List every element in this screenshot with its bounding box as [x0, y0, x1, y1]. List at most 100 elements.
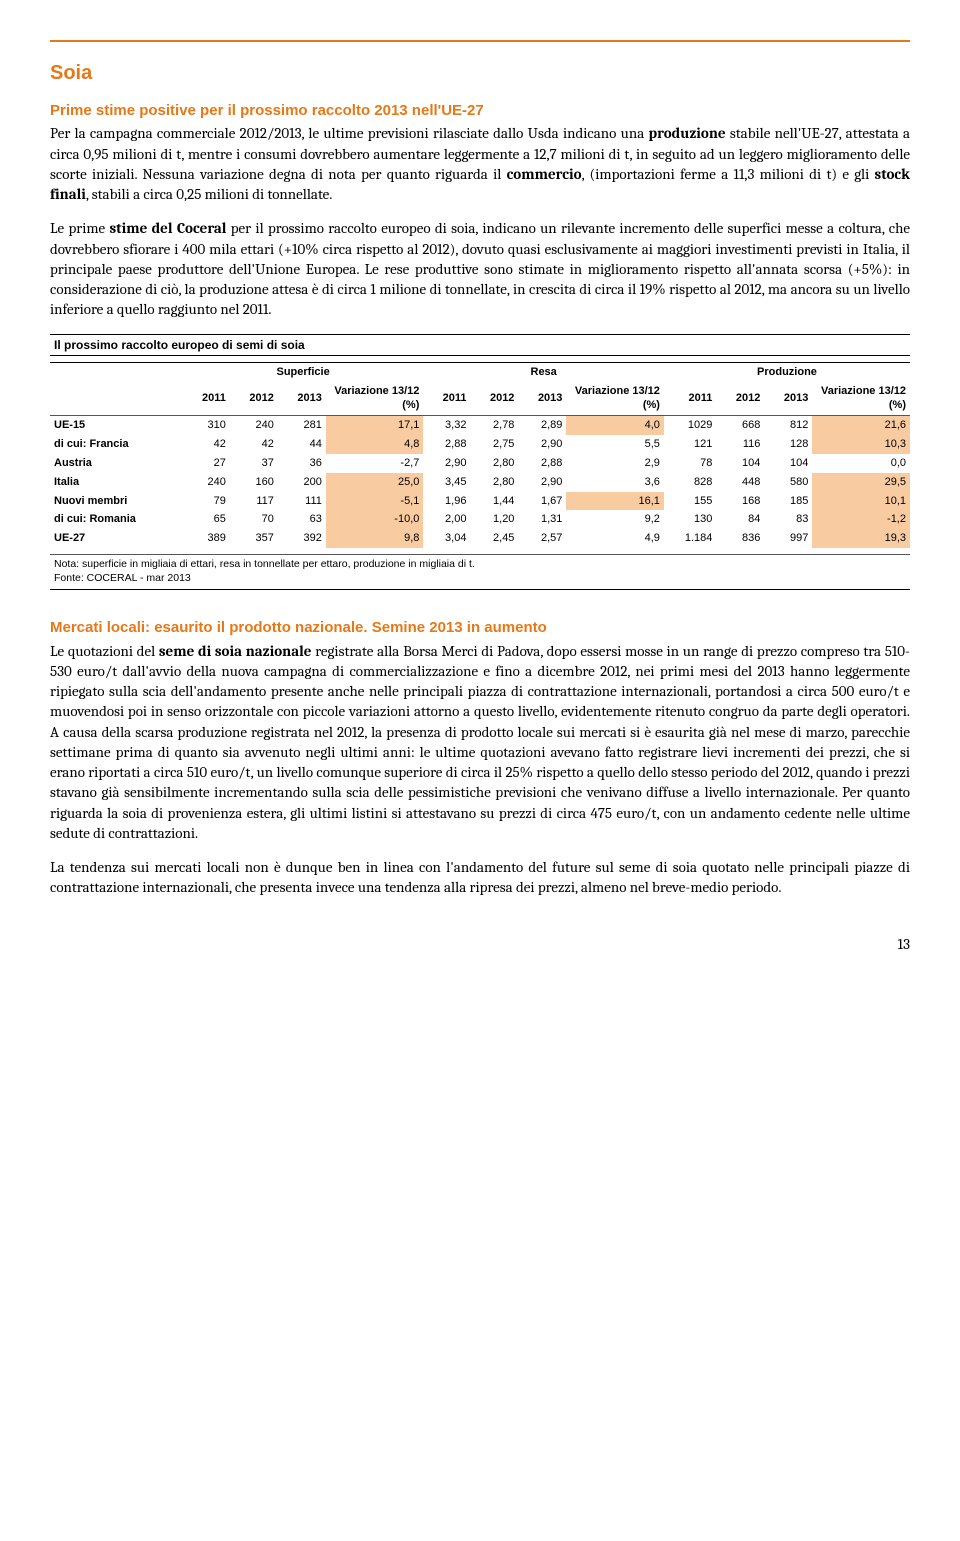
- table-cell: 111: [278, 492, 326, 511]
- table-cell: 836: [716, 529, 764, 548]
- paragraph-3: Le quotazioni del seme di soia nazionale…: [50, 641, 910, 844]
- col-group-produzione: Produzione: [664, 362, 910, 381]
- table-cell: 580: [764, 473, 812, 492]
- table-cell: 281: [278, 416, 326, 435]
- page-number: 13: [50, 934, 910, 954]
- table-cell: 2,57: [518, 529, 566, 548]
- soy-harvest-table: Superficie Resa Produzione 2011 2012 201…: [50, 362, 910, 548]
- table-cell: 78: [664, 454, 716, 473]
- table-row: di cui: Romania657063-10,02,001,201,319,…: [50, 510, 910, 529]
- p1-text3: , (importazioni ferme a 11,3 milioni di …: [582, 165, 875, 183]
- table-cell: 3,32: [423, 416, 470, 435]
- table-cell: di cui: Romania: [50, 510, 183, 529]
- table-cell: Italia: [50, 473, 183, 492]
- table-cell: 29,5: [812, 473, 910, 492]
- table-cell: 668: [716, 416, 764, 435]
- table-cell: 1,44: [470, 492, 518, 511]
- table-cell: 65: [183, 510, 230, 529]
- table-row: UE-273893573929,83,042,452,574,91.184836…: [50, 529, 910, 548]
- table-row: Italia24016020025,03,452,802,903,6828448…: [50, 473, 910, 492]
- sh-p-var: Variazione 13/12 (%): [812, 382, 910, 416]
- p3-text: Le quotazioni del: [50, 642, 159, 660]
- sh-p-2013: 2013: [764, 382, 812, 416]
- table-cell: 104: [764, 454, 812, 473]
- top-rule: [50, 40, 910, 42]
- paragraph-4: La tendenza sui mercati locali non è dun…: [50, 857, 910, 898]
- table-cell: 2,00: [423, 510, 470, 529]
- table-cell: 44: [278, 435, 326, 454]
- table-cell: 997: [764, 529, 812, 548]
- table-cell: 2,90: [518, 473, 566, 492]
- table-cell: 812: [764, 416, 812, 435]
- table-row: Nuovi membri79117111-5,11,961,441,6716,1…: [50, 492, 910, 511]
- table-cell: 83: [764, 510, 812, 529]
- section1-title: Prime stime positive per il prossimo rac…: [50, 101, 910, 121]
- p2-text: Le prime: [50, 219, 109, 237]
- table-cell: -2,7: [326, 454, 424, 473]
- table-note-2: Fonte: COCERAL - mar 2013: [54, 571, 906, 585]
- table-cell: 1,67: [518, 492, 566, 511]
- table-cell: 17,1: [326, 416, 424, 435]
- table-row: Austria273736-2,72,902,802,882,978104104…: [50, 454, 910, 473]
- table-cell: 4,9: [566, 529, 664, 548]
- table-cell: 3,04: [423, 529, 470, 548]
- table-cell: 2,80: [470, 454, 518, 473]
- sh-s-var: Variazione 13/12 (%): [326, 382, 424, 416]
- paragraph-2: Le prime stime del Coceral per il prossi…: [50, 218, 910, 319]
- table-cell: 2,75: [470, 435, 518, 454]
- table-cell: 37: [230, 454, 278, 473]
- table-cell: 1029: [664, 416, 716, 435]
- table-cell: 121: [664, 435, 716, 454]
- table-cell: 828: [664, 473, 716, 492]
- table-cell: 63: [278, 510, 326, 529]
- table-cell: 9,8: [326, 529, 424, 548]
- table-row: UE-1531024028117,13,322,782,894,01029668…: [50, 416, 910, 435]
- table-cell: 5,5: [566, 435, 664, 454]
- p3-text2: registrate alla Borsa Merci di Padova, d…: [50, 642, 910, 842]
- table-cell: 310: [183, 416, 230, 435]
- table-notes: Nota: superficie in migliaia di ettari, …: [50, 554, 910, 590]
- table-cell: 1,96: [423, 492, 470, 511]
- table-cell: 128: [764, 435, 812, 454]
- page-title: Soia: [50, 60, 910, 87]
- table-cell: 16,1: [566, 492, 664, 511]
- table-cell: 3,45: [423, 473, 470, 492]
- table-cell: 4,0: [566, 416, 664, 435]
- table-cell: 200: [278, 473, 326, 492]
- table-cell: 1.184: [664, 529, 716, 548]
- table-title: Il prossimo raccolto europeo di semi di …: [50, 334, 910, 356]
- table-cell: 240: [230, 416, 278, 435]
- sh-r-2011: 2011: [423, 382, 470, 416]
- table-cell: 2,88: [423, 435, 470, 454]
- table-cell: 448: [716, 473, 764, 492]
- table-cell: di cui: Francia: [50, 435, 183, 454]
- table-cell: 1,31: [518, 510, 566, 529]
- table-cell: 389: [183, 529, 230, 548]
- table-row: di cui: Francia4242444,82,882,752,905,51…: [50, 435, 910, 454]
- table-cell: 79: [183, 492, 230, 511]
- sh-r-2013: 2013: [518, 382, 566, 416]
- table-sub-header: 2011 2012 2013 Variazione 13/12 (%) 2011…: [50, 382, 910, 416]
- sh-p-2012: 2012: [716, 382, 764, 416]
- table-cell: 130: [664, 510, 716, 529]
- table-cell: 2,78: [470, 416, 518, 435]
- p1-bold1: produzione: [649, 124, 726, 142]
- table-cell: 19,3: [812, 529, 910, 548]
- sh-r-var: Variazione 13/12 (%): [566, 382, 664, 416]
- sh-s-2013: 2013: [278, 382, 326, 416]
- p2-bold1: stime del Coceral: [109, 219, 226, 237]
- table-cell: 168: [716, 492, 764, 511]
- table-cell: UE-27: [50, 529, 183, 548]
- table-cell: 10,3: [812, 435, 910, 454]
- table-cell: 70: [230, 510, 278, 529]
- section2-title: Mercati locali: esaurito il prodotto naz…: [50, 618, 910, 638]
- table-cell: Nuovi membri: [50, 492, 183, 511]
- sh-p-2011: 2011: [664, 382, 716, 416]
- table-cell: 1,20: [470, 510, 518, 529]
- p1-bold2: commercio: [507, 165, 582, 183]
- table-cell: 36: [278, 454, 326, 473]
- table-cell: 9,2: [566, 510, 664, 529]
- table-cell: 240: [183, 473, 230, 492]
- table-note-1: Nota: superficie in migliaia di ettari, …: [54, 557, 906, 571]
- table-group-header: Superficie Resa Produzione: [50, 362, 910, 381]
